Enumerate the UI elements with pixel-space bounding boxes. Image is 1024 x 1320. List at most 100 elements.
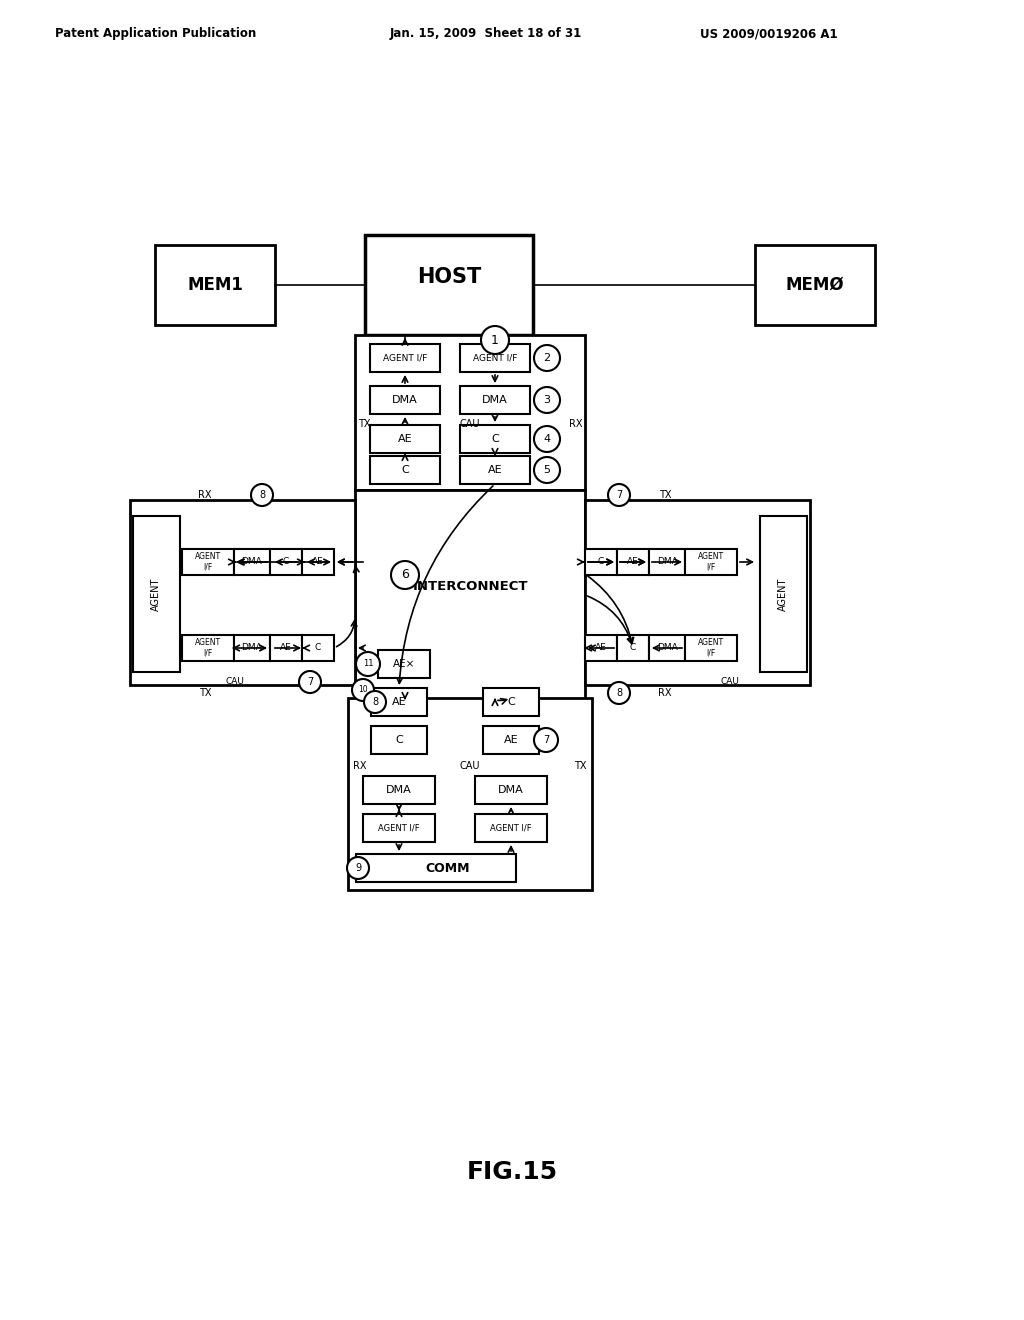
FancyBboxPatch shape bbox=[155, 246, 275, 325]
Text: DMA: DMA bbox=[392, 395, 418, 405]
Text: DMA: DMA bbox=[656, 644, 677, 652]
Text: RX: RX bbox=[658, 688, 672, 698]
Text: INTERCONNECT: INTERCONNECT bbox=[413, 581, 527, 594]
FancyBboxPatch shape bbox=[370, 425, 440, 453]
Text: C: C bbox=[283, 557, 289, 566]
FancyBboxPatch shape bbox=[617, 635, 649, 661]
Text: CAU: CAU bbox=[225, 677, 245, 686]
Text: C: C bbox=[492, 434, 499, 444]
Text: DMA: DMA bbox=[242, 644, 262, 652]
FancyBboxPatch shape bbox=[348, 698, 592, 890]
FancyBboxPatch shape bbox=[182, 549, 234, 576]
FancyBboxPatch shape bbox=[370, 455, 440, 484]
Text: RX: RX bbox=[353, 762, 367, 771]
FancyBboxPatch shape bbox=[370, 385, 440, 414]
FancyBboxPatch shape bbox=[133, 516, 180, 672]
FancyBboxPatch shape bbox=[585, 635, 617, 661]
Text: DMA: DMA bbox=[386, 785, 412, 795]
FancyBboxPatch shape bbox=[355, 490, 585, 700]
Text: 8: 8 bbox=[259, 490, 265, 500]
FancyBboxPatch shape bbox=[460, 385, 530, 414]
FancyBboxPatch shape bbox=[371, 726, 427, 754]
Circle shape bbox=[534, 426, 560, 451]
Text: AE: AE bbox=[392, 697, 407, 708]
Text: DMA: DMA bbox=[242, 557, 262, 566]
Circle shape bbox=[352, 678, 374, 701]
Text: DMA: DMA bbox=[498, 785, 524, 795]
Text: 4: 4 bbox=[544, 434, 551, 444]
Text: DMA: DMA bbox=[482, 395, 508, 405]
Circle shape bbox=[391, 561, 419, 589]
Text: AE: AE bbox=[627, 557, 639, 566]
Text: C: C bbox=[395, 735, 402, 744]
FancyBboxPatch shape bbox=[585, 549, 617, 576]
Text: 10: 10 bbox=[358, 685, 368, 694]
FancyBboxPatch shape bbox=[362, 814, 435, 842]
FancyBboxPatch shape bbox=[483, 726, 539, 754]
FancyBboxPatch shape bbox=[685, 549, 737, 576]
Circle shape bbox=[347, 857, 369, 879]
FancyBboxPatch shape bbox=[475, 776, 547, 804]
Text: C: C bbox=[598, 557, 604, 566]
Text: AE: AE bbox=[312, 557, 324, 566]
Text: HOST: HOST bbox=[417, 267, 481, 286]
Circle shape bbox=[251, 484, 273, 506]
Text: AGENT
I/F: AGENT I/F bbox=[195, 639, 221, 657]
FancyBboxPatch shape bbox=[370, 345, 440, 372]
FancyBboxPatch shape bbox=[234, 635, 270, 661]
FancyBboxPatch shape bbox=[371, 688, 427, 715]
Text: AGENT
I/F: AGENT I/F bbox=[698, 639, 724, 657]
Circle shape bbox=[356, 652, 380, 676]
Text: 8: 8 bbox=[372, 697, 378, 708]
Text: DMA: DMA bbox=[656, 557, 677, 566]
Text: Jan. 15, 2009  Sheet 18 of 31: Jan. 15, 2009 Sheet 18 of 31 bbox=[390, 28, 583, 41]
FancyBboxPatch shape bbox=[649, 635, 685, 661]
FancyBboxPatch shape bbox=[755, 246, 874, 325]
FancyBboxPatch shape bbox=[649, 549, 685, 576]
FancyBboxPatch shape bbox=[270, 549, 302, 576]
FancyBboxPatch shape bbox=[182, 635, 234, 661]
Text: 2: 2 bbox=[544, 352, 551, 363]
Text: AE: AE bbox=[595, 644, 607, 652]
FancyBboxPatch shape bbox=[270, 635, 302, 661]
Text: CAU: CAU bbox=[721, 677, 739, 686]
Text: C: C bbox=[507, 697, 515, 708]
Text: MEM1: MEM1 bbox=[187, 276, 243, 294]
Text: 8: 8 bbox=[616, 688, 622, 698]
Text: Patent Application Publication: Patent Application Publication bbox=[55, 28, 256, 41]
Text: TX: TX bbox=[574, 762, 587, 771]
Circle shape bbox=[534, 345, 560, 371]
Text: AGENT I/F: AGENT I/F bbox=[473, 354, 517, 363]
Circle shape bbox=[608, 682, 630, 704]
Circle shape bbox=[534, 387, 560, 413]
FancyBboxPatch shape bbox=[685, 635, 737, 661]
Circle shape bbox=[534, 729, 558, 752]
FancyBboxPatch shape bbox=[483, 688, 539, 715]
Text: 7: 7 bbox=[615, 490, 623, 500]
Text: AE×: AE× bbox=[393, 659, 415, 669]
Circle shape bbox=[364, 690, 386, 713]
Text: AE: AE bbox=[504, 735, 518, 744]
Text: 1: 1 bbox=[492, 334, 499, 346]
Text: AGENT I/F: AGENT I/F bbox=[490, 824, 531, 833]
FancyBboxPatch shape bbox=[365, 235, 534, 335]
Text: 7: 7 bbox=[307, 677, 313, 686]
Text: CAU: CAU bbox=[460, 762, 480, 771]
Text: FIG.15: FIG.15 bbox=[467, 1160, 557, 1184]
Text: RX: RX bbox=[199, 490, 212, 500]
Text: 11: 11 bbox=[362, 660, 374, 668]
Text: TX: TX bbox=[658, 490, 672, 500]
Text: 5: 5 bbox=[544, 465, 551, 475]
FancyBboxPatch shape bbox=[378, 649, 430, 678]
Text: MEMØ: MEMØ bbox=[785, 276, 845, 294]
FancyBboxPatch shape bbox=[302, 549, 334, 576]
Text: COMM: COMM bbox=[426, 862, 470, 874]
Text: 7: 7 bbox=[543, 735, 549, 744]
Text: AE: AE bbox=[397, 434, 413, 444]
FancyBboxPatch shape bbox=[585, 500, 810, 685]
Text: US 2009/0019206 A1: US 2009/0019206 A1 bbox=[700, 28, 838, 41]
Circle shape bbox=[299, 671, 321, 693]
Text: TX: TX bbox=[358, 418, 371, 429]
Text: AE: AE bbox=[281, 644, 292, 652]
FancyBboxPatch shape bbox=[355, 335, 585, 490]
